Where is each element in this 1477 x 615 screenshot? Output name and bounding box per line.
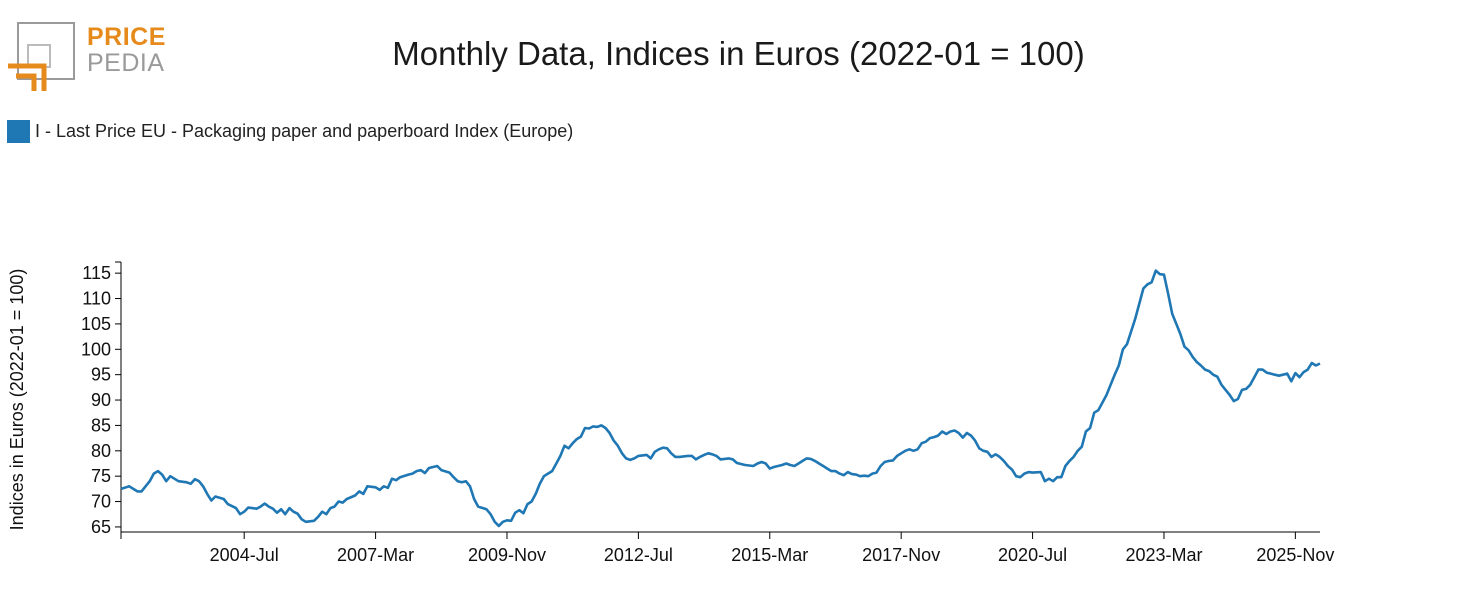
series-layer [120,269,1321,528]
x-tick-label: 2009-Nov [468,545,546,565]
x-tick-label: 2020-Jul [998,545,1067,565]
logo-text-pedia: PEDIA [87,49,165,77]
y-tick-label: 90 [91,390,111,410]
legend-label: I - Last Price EU - Packaging paper and … [35,121,574,141]
logo-mark [8,22,75,91]
y-axis-label: Indices in Euros (2022-01 = 100) [7,269,27,531]
y-tick-label: 95 [91,365,111,385]
y-tick-label: 75 [91,466,111,486]
y-tick-label: 100 [81,339,111,359]
series-line [120,269,1321,528]
logo-text-price: PRICE [87,23,166,51]
chart-title: Monthly Data, Indices in Euros (2022-01 … [392,35,1085,72]
legend[interactable]: I - Last Price EU - Packaging paper and … [7,120,573,143]
x-axis: 2004-Jul 2007-Mar 2009-Nov 2012-Jul 2015-Mar… [120,531,1334,565]
y-tick-label: 105 [81,314,111,334]
x-tick-label: 2012-Jul [604,545,673,565]
pricepedia-logo: PRICE PEDIA [8,20,168,95]
legend-swatch [7,120,30,143]
x-tick-label: 2007-Mar [337,545,414,565]
y-tick-label: 110 [82,289,111,309]
x-tick-label: 2023-Mar [1125,545,1202,565]
y-tick-label: 65 [91,517,111,537]
y-tick-label: 80 [91,441,111,461]
x-tick-label: 2025-Nov [1256,545,1334,565]
x-tick-label: 2015-Mar [731,545,808,565]
y-tick-label: 70 [91,492,111,512]
x-tick-label: 2004-Jul [210,545,279,565]
x-tick-label: 2017-Nov [862,545,940,565]
y-tick-label: 115 [82,263,111,283]
y-axis: 65 70 75 80 85 90 95 100 105 110 115 [81,261,122,537]
y-tick-label: 85 [91,415,111,435]
